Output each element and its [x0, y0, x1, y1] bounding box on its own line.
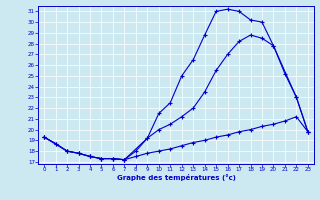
- X-axis label: Graphe des températures (°c): Graphe des températures (°c): [116, 174, 236, 181]
